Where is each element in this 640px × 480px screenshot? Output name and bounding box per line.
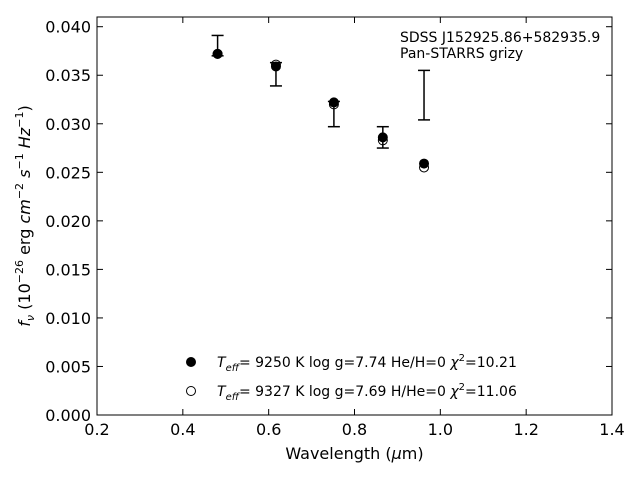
x-tick-label: 0.6 [256, 420, 281, 439]
y-tick-label: 0.000 [45, 406, 91, 425]
y-tick-label: 0.020 [45, 212, 91, 231]
y-axis-ticks: 0.000 0.005 0.010 0.015 0.020 0.025 0.030 0.035… [45, 18, 612, 425]
model-point-filled [212, 48, 223, 59]
legend-entry-filled: Teff= 9250 K log g=7.74 He/H=0 χ2=10.21 [186, 353, 517, 374]
x-tick-label: 0.8 [342, 420, 367, 439]
x-tick-label: 0.2 [84, 420, 109, 439]
y-axis-label: fν (10−26 erg cm−2 s−1 Hz−1) [13, 105, 37, 326]
x-axis-label: Wavelength (μm) [285, 444, 423, 463]
model-point-filled [328, 97, 339, 108]
y-tick-label: 0.025 [45, 163, 91, 182]
plot-frame [96, 16, 613, 416]
y-tick-label: 0.010 [45, 309, 91, 328]
y-tick-label: 0.005 [45, 357, 91, 376]
survey-annotation: Pan-STARRS grizy [400, 46, 523, 62]
error-bars [211, 34, 431, 149]
x-axis-ticks: 0.2 0.4 0.6 0.8 1.0 1.2 1.4 [84, 17, 625, 439]
x-tick-label: 0.4 [170, 420, 195, 439]
x-tick-label: 1.0 [428, 420, 453, 439]
y-tick-label: 0.035 [45, 66, 91, 85]
y-tick-label: 0.030 [45, 115, 91, 134]
y-tick-label: 0.040 [45, 18, 91, 37]
legend: Teff= 9250 K log g=7.74 He/H=0 χ2=10.21 … [186, 353, 517, 403]
model-point-filled [419, 158, 430, 169]
object-name-annotation: SDSS J152925.86+582935.9 [400, 30, 600, 46]
legend-label-filled: Teff= 9250 K log g=7.74 He/H=0 χ2=10.21 [217, 353, 517, 374]
y-tick-label: 0.015 [45, 260, 91, 279]
legend-entry-open: Teff= 9327 K log g=7.69 H/He=0 χ2=11.06 [186, 382, 517, 403]
x-tick-label: 1.2 [513, 420, 538, 439]
legend-marker-filled [186, 357, 196, 367]
legend-label-open: Teff= 9327 K log g=7.69 H/He=0 χ2=11.06 [217, 382, 517, 403]
model-point-filled [270, 61, 281, 72]
x-tick-label: 1.4 [599, 420, 624, 439]
data-series [212, 48, 430, 173]
model-point-filled [377, 132, 388, 143]
legend-marker-open [186, 386, 196, 396]
